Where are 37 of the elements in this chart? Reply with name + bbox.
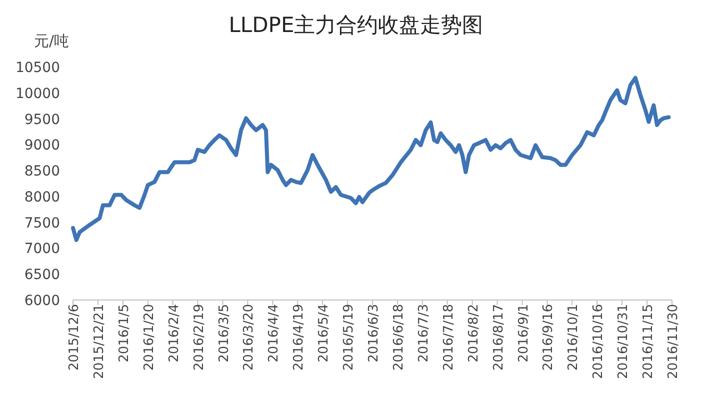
y-tick-label: 7500 bbox=[24, 215, 60, 232]
x-tick-label: 2016/1/20 bbox=[142, 304, 157, 371]
x-tick-label: 2015/12/6 bbox=[67, 304, 82, 371]
y-tick-label: 6500 bbox=[24, 267, 60, 284]
x-tick-label: 2016/6/18 bbox=[391, 304, 406, 371]
x-tick-label: 2016/8/17 bbox=[491, 304, 506, 371]
x-tick-label: 2016/5/4 bbox=[316, 304, 332, 362]
y-tick-label: 8000 bbox=[24, 189, 60, 206]
x-tick-label: 2016/10/16 bbox=[591, 304, 606, 379]
x-tick-label: 2016/4/4 bbox=[266, 304, 282, 362]
x-tick-label: 2016/7/3 bbox=[416, 304, 432, 362]
y-tick-label: 6000 bbox=[24, 293, 60, 309]
x-tick-label: 2016/1/5 bbox=[116, 304, 132, 362]
y-tick-label: 7000 bbox=[24, 241, 60, 258]
y-axis-title: 元/吨 bbox=[34, 32, 70, 50]
y-tick-label: 8500 bbox=[24, 164, 60, 180]
x-tick-label: 2016/2/19 bbox=[192, 304, 207, 371]
x-tick-label: 2016/11/30 bbox=[666, 304, 681, 379]
y-tick-label: 9500 bbox=[24, 112, 60, 128]
x-tick-label: 2016/10/1 bbox=[566, 304, 582, 371]
x-tick-label: 2016/9/1 bbox=[516, 304, 532, 362]
x-tick-label: 2016/6/3 bbox=[366, 304, 382, 362]
x-tick-label: 2015/12/21 bbox=[92, 304, 107, 379]
x-tick-label: 2016/2/4 bbox=[166, 304, 182, 362]
x-tick-label: 2016/3/20 bbox=[242, 304, 257, 371]
chart-title: LLDPE主力合约收盘走势图 bbox=[228, 13, 484, 37]
x-tick-label: 2016/5/19 bbox=[342, 304, 357, 371]
x-tick-label: 2016/10/31 bbox=[616, 304, 632, 379]
x-tick-label: 2016/7/18 bbox=[441, 304, 456, 371]
x-tick-label: 2016/4/19 bbox=[292, 304, 307, 371]
x-tick-label: 2016/8/2 bbox=[466, 304, 482, 362]
y-tick-label: 10000 bbox=[15, 86, 60, 102]
x-tick-label: 2016/11/15 bbox=[641, 304, 656, 379]
x-tick-label: 2016/3/5 bbox=[216, 304, 232, 362]
x-tick-label: 2016/9/16 bbox=[541, 304, 556, 371]
y-tick-label: 10500 bbox=[15, 60, 60, 76]
y-tick-label: 9000 bbox=[24, 138, 60, 154]
